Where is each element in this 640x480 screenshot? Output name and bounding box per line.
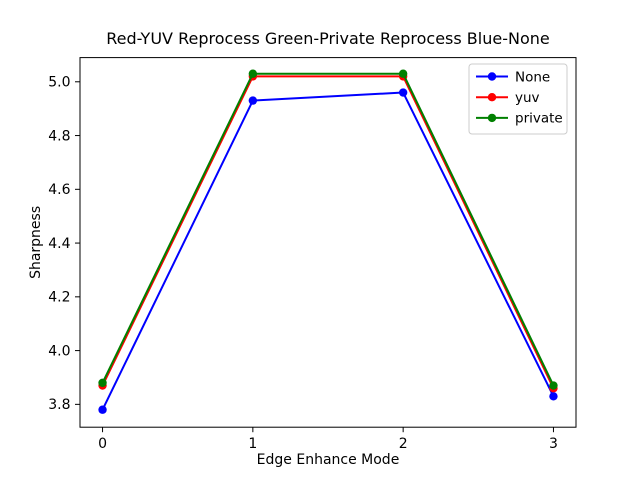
series-line bbox=[101, 75, 555, 389]
y-tick-label: 4.0 bbox=[48, 343, 70, 359]
legend-marker bbox=[487, 93, 497, 102]
axis-ticks: 3.8 4.0 4.2 4.4 4.6 4.8 5.0 0 1 2 3 bbox=[48, 75, 558, 453]
y-tick-label: 4.4 bbox=[48, 236, 70, 252]
data-point-marker bbox=[98, 405, 107, 414]
x-tick-label: 3 bbox=[549, 436, 558, 452]
x-tick-label: 2 bbox=[399, 436, 408, 452]
plot-area: 3.8 4.0 4.2 4.4 4.6 4.8 5.0 0 1 2 3 None yuv private bbox=[48, 57, 577, 453]
data-point-marker bbox=[549, 381, 558, 390]
y-tick-label: 4.8 bbox=[48, 128, 70, 144]
data-point-marker bbox=[398, 88, 408, 97]
legend-label: private bbox=[515, 111, 563, 127]
series-line bbox=[101, 91, 555, 411]
series-none bbox=[98, 88, 558, 414]
legend-item-yuv: yuv bbox=[476, 90, 540, 106]
legend-item-none: None bbox=[476, 69, 550, 85]
legend-label: yuv bbox=[515, 90, 540, 106]
legend-label: None bbox=[515, 69, 550, 85]
legend-marker bbox=[487, 72, 497, 81]
series-line bbox=[101, 72, 555, 386]
data-point-marker bbox=[248, 69, 258, 78]
y-tick-label: 4.6 bbox=[48, 182, 70, 198]
y-tick-label: 5.0 bbox=[48, 75, 70, 91]
data-point-marker bbox=[398, 69, 408, 78]
legend-marker bbox=[487, 113, 497, 123]
x-tick-label: 0 bbox=[98, 436, 107, 452]
legend-item-private: private bbox=[476, 111, 563, 127]
series-private bbox=[98, 69, 558, 390]
y-tick-label: 4.2 bbox=[48, 290, 70, 306]
chart-title: Red-YUV Reprocess Green-Private Reproces… bbox=[106, 29, 549, 48]
plot-border bbox=[79, 57, 577, 428]
y-tick-label: 3.8 bbox=[48, 397, 70, 413]
x-tick-label: 1 bbox=[248, 436, 257, 452]
legend: None yuv private bbox=[468, 63, 568, 135]
data-point-marker bbox=[549, 392, 558, 401]
data-point-marker bbox=[248, 96, 258, 105]
x-axis-label: Edge Enhance Mode bbox=[257, 452, 400, 468]
y-axis-label: Sharpness bbox=[28, 206, 44, 279]
data-point-marker bbox=[98, 378, 107, 388]
